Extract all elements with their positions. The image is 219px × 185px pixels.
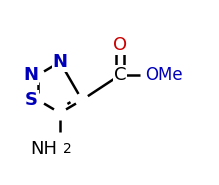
Text: N: N <box>23 66 38 84</box>
Text: O: O <box>113 36 127 54</box>
Text: N: N <box>53 53 67 71</box>
Text: OMe: OMe <box>145 66 183 84</box>
Text: S: S <box>25 91 38 109</box>
Text: C: C <box>114 66 126 84</box>
Text: 2: 2 <box>63 142 72 156</box>
Text: NH: NH <box>30 140 57 158</box>
